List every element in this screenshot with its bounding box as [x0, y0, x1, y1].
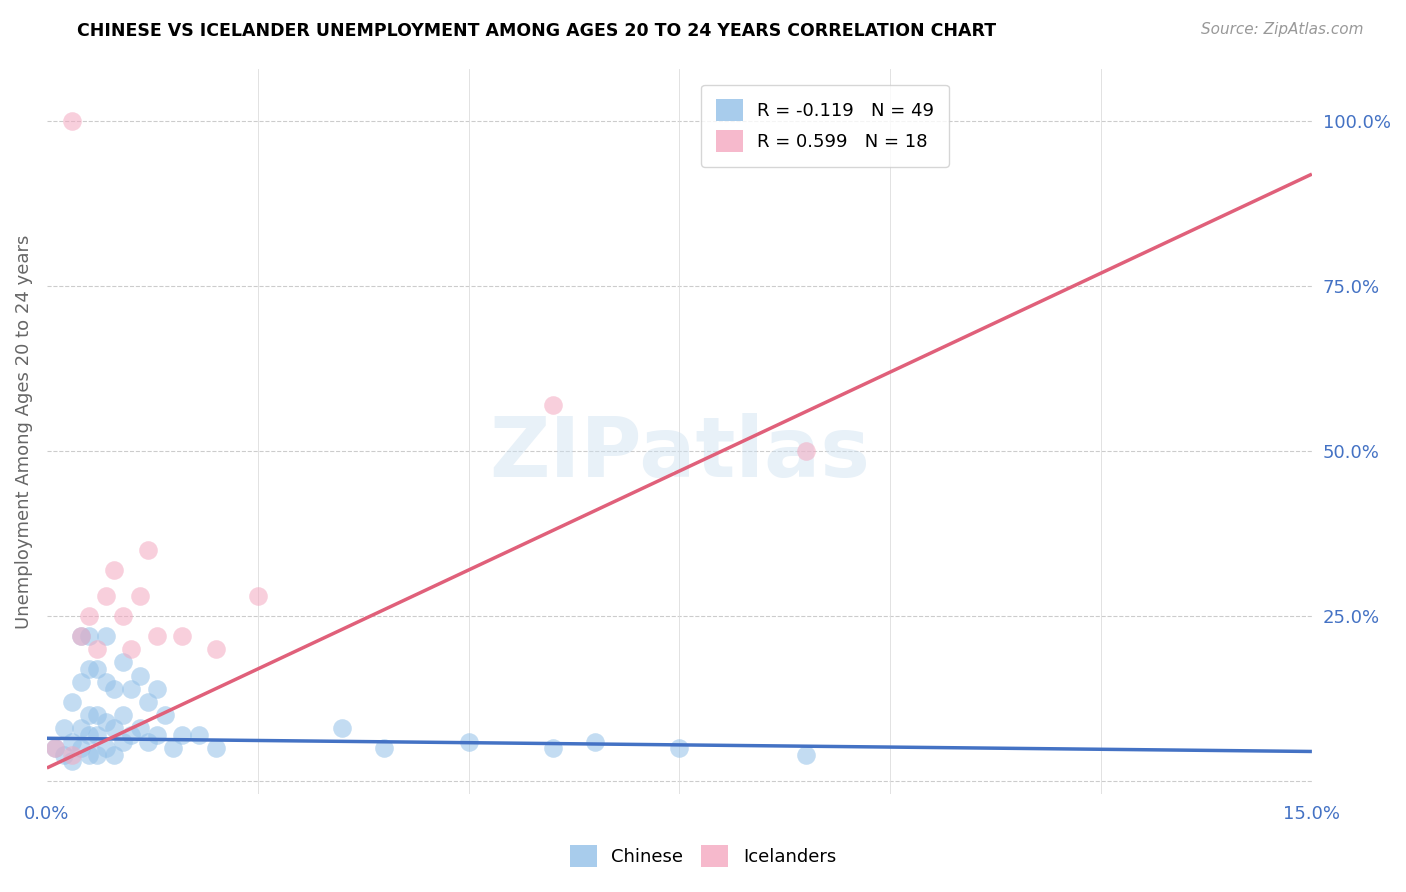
Point	[52, 747, 75, 762]
Point	[145, 681, 167, 696]
Text: CHINESE VS ICELANDER UNEMPLOYMENT AMONG AGES 20 TO 24 YEARS CORRELATION CHART: CHINESE VS ICELANDER UNEMPLOYMENT AMONG …	[77, 22, 997, 40]
Point	[44, 741, 66, 756]
Point	[204, 741, 226, 756]
Point	[153, 708, 176, 723]
Point	[44, 741, 66, 756]
Point	[86, 728, 108, 742]
Point	[136, 543, 159, 558]
Point	[94, 675, 117, 690]
Point	[77, 728, 100, 742]
Point	[86, 708, 108, 723]
Point	[583, 734, 606, 748]
Point	[120, 681, 142, 696]
Point	[77, 662, 100, 676]
Y-axis label: Unemployment Among Ages 20 to 24 years: Unemployment Among Ages 20 to 24 years	[15, 235, 32, 629]
Point	[373, 741, 395, 756]
Point	[69, 675, 91, 690]
Point	[60, 114, 83, 128]
Point	[111, 656, 134, 670]
Point	[103, 563, 125, 577]
Point	[60, 734, 83, 748]
Point	[794, 444, 817, 458]
Point	[69, 629, 91, 643]
Point	[457, 734, 479, 748]
Point	[103, 722, 125, 736]
Point	[120, 642, 142, 657]
Point	[60, 695, 83, 709]
Point	[128, 590, 150, 604]
Point	[94, 629, 117, 643]
Point	[60, 747, 83, 762]
Point	[86, 747, 108, 762]
Text: ZIPatlas: ZIPatlas	[489, 413, 870, 493]
Point	[145, 629, 167, 643]
Point	[111, 708, 134, 723]
Point	[94, 741, 117, 756]
Point	[136, 695, 159, 709]
Point	[86, 662, 108, 676]
Point	[136, 734, 159, 748]
Point	[541, 398, 564, 412]
Point	[120, 728, 142, 742]
Point	[170, 629, 193, 643]
Point	[77, 747, 100, 762]
Point	[69, 741, 91, 756]
Point	[94, 714, 117, 729]
Point	[111, 734, 134, 748]
Point	[69, 722, 91, 736]
Point	[330, 722, 353, 736]
Point	[128, 722, 150, 736]
Point	[94, 590, 117, 604]
Point	[794, 747, 817, 762]
Point	[162, 741, 184, 756]
Point	[77, 629, 100, 643]
Legend: Chinese, Icelanders: Chinese, Icelanders	[562, 838, 844, 874]
Point	[77, 609, 100, 624]
Point	[128, 668, 150, 682]
Point	[103, 681, 125, 696]
Point	[246, 590, 269, 604]
Point	[170, 728, 193, 742]
Text: Source: ZipAtlas.com: Source: ZipAtlas.com	[1201, 22, 1364, 37]
Point	[52, 722, 75, 736]
Point	[668, 741, 690, 756]
Point	[187, 728, 209, 742]
Point	[69, 629, 91, 643]
Point	[77, 708, 100, 723]
Point	[541, 741, 564, 756]
Legend: R = -0.119   N = 49, R = 0.599   N = 18: R = -0.119 N = 49, R = 0.599 N = 18	[702, 85, 949, 167]
Point	[145, 728, 167, 742]
Point	[86, 642, 108, 657]
Point	[111, 609, 134, 624]
Point	[60, 755, 83, 769]
Point	[103, 747, 125, 762]
Point	[204, 642, 226, 657]
